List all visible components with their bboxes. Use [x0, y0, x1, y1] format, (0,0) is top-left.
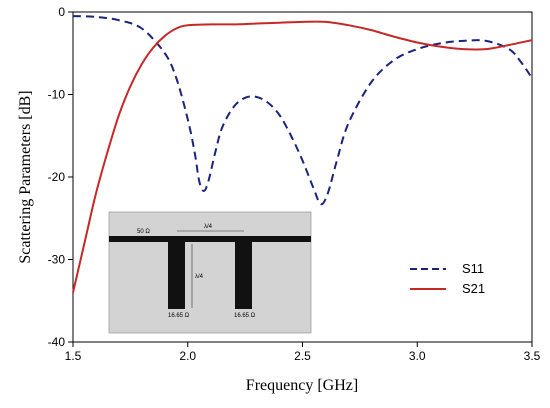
inset-main-line: [109, 236, 311, 242]
legend-label-s11: S11: [462, 261, 484, 276]
y-tick-label: -10: [48, 88, 66, 102]
x-tick-label: 2.0: [179, 349, 196, 363]
y-tick-label: -30: [48, 253, 66, 267]
x-tick-label: 3.5: [524, 349, 541, 363]
inset-label-stub-left: 16.65 Ω: [168, 313, 190, 319]
series-line-s21: [72, 20, 533, 293]
x-tick-label: 1.5: [65, 349, 82, 363]
inset-label-quarter-vertical: λ/4: [195, 274, 204, 280]
legend: S11 S21: [410, 261, 485, 296]
y-tick-label: -40: [48, 335, 66, 349]
inset-stub-right: [235, 242, 252, 309]
inset-diagram: 50 Ω λ/4 λ/4 16.65 Ω 16.65 Ω: [108, 211, 312, 334]
x-tick-label: 3.0: [409, 349, 426, 363]
x-tick-label: 2.5: [294, 349, 311, 363]
inset-label-quarter-top: λ/4: [204, 224, 213, 230]
legend-label-s21: S21: [462, 281, 485, 296]
axes: 1.5 2.0 2.5 3.0 3.5 0 -10 -20 -30 -40: [48, 5, 541, 363]
inset-label-stub-right: 16.65 Ω: [234, 313, 256, 319]
inset-label-50: 50 Ω: [137, 229, 150, 235]
y-axis-title: Scattering Parameters [dB]: [17, 90, 34, 263]
y-tick-label: 0: [58, 5, 65, 19]
inset-background: [108, 211, 312, 334]
y-tick-label: -20: [48, 170, 66, 184]
x-axis-title: Frequency [GHz]: [246, 377, 358, 394]
series-line-s11: [72, 15, 533, 206]
series-group: [72, 15, 533, 293]
inset-stub-left: [168, 242, 185, 309]
